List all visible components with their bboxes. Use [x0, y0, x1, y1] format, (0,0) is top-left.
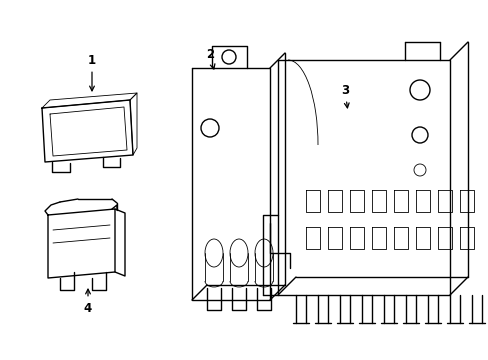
Text: 1: 1	[88, 54, 96, 91]
Text: 3: 3	[340, 84, 348, 108]
Text: 4: 4	[84, 289, 92, 315]
Text: 2: 2	[205, 49, 214, 69]
